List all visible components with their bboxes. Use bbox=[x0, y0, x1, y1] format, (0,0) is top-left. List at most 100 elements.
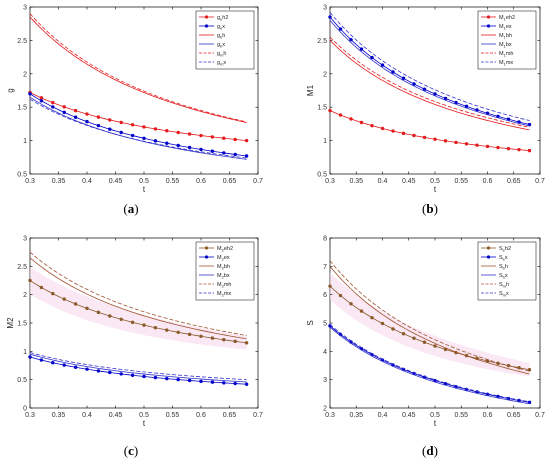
data-point bbox=[244, 382, 249, 386]
legend-label: M1bh bbox=[499, 33, 512, 40]
x-axis-label: t bbox=[434, 419, 437, 428]
data-point bbox=[506, 146, 511, 151]
data-point bbox=[443, 96, 448, 101]
data-point bbox=[153, 127, 158, 131]
legend-label: gmx bbox=[217, 60, 226, 67]
y-tick-label: 2 bbox=[23, 292, 27, 299]
x-tick-label: 0.7 bbox=[535, 178, 545, 185]
data-point bbox=[349, 37, 353, 42]
y-tick-label: 5 bbox=[323, 321, 327, 328]
data-point bbox=[142, 136, 146, 141]
y-tick-label: 8 bbox=[323, 236, 327, 243]
data-point bbox=[222, 136, 226, 140]
x-tick-label: 0.3 bbox=[325, 412, 335, 419]
x-tick-label: 0.3 bbox=[25, 412, 35, 419]
data-point bbox=[62, 297, 66, 301]
data-point bbox=[475, 108, 479, 112]
data-point bbox=[401, 332, 406, 336]
x-tick-label: 0.65 bbox=[223, 412, 237, 419]
x-tick-label: 0.45 bbox=[402, 178, 416, 185]
data-point bbox=[349, 117, 353, 121]
y-tick-label: 0.5 bbox=[17, 377, 27, 384]
y-tick-label: 0.5 bbox=[17, 172, 27, 179]
x-tick-label: 0.6 bbox=[196, 412, 206, 419]
series-line-m-2ex bbox=[29, 356, 247, 385]
legend-label: Sbh bbox=[499, 264, 508, 271]
legend-box bbox=[195, 10, 255, 70]
data-point bbox=[391, 70, 395, 74]
series-line-m-2eh2 bbox=[29, 280, 247, 344]
data-point bbox=[443, 139, 448, 143]
data-point bbox=[130, 123, 135, 127]
x-tick-label: 0.4 bbox=[82, 178, 92, 185]
x-tick-label: 0.55 bbox=[166, 412, 180, 419]
y-axis-label: g bbox=[6, 88, 15, 92]
legend-label: Sbx bbox=[499, 273, 508, 280]
data-point bbox=[73, 365, 78, 369]
data-point bbox=[96, 369, 101, 373]
data-point bbox=[130, 373, 135, 377]
x-tick-label: 0.45 bbox=[109, 178, 123, 185]
data-point bbox=[328, 284, 332, 288]
x-tick-label: 0.45 bbox=[109, 412, 123, 419]
legend-label: Sex bbox=[499, 255, 508, 262]
data-point bbox=[39, 285, 44, 290]
data-point bbox=[401, 131, 406, 136]
x-tick-label: 0.55 bbox=[454, 412, 468, 419]
confidence-band bbox=[330, 272, 530, 377]
data-point bbox=[338, 113, 343, 117]
series-line-m-1bx bbox=[329, 20, 530, 127]
data-point bbox=[199, 133, 203, 138]
data-point bbox=[359, 120, 364, 125]
data-point bbox=[527, 148, 532, 153]
series-line-s-mh bbox=[329, 260, 530, 372]
data-point bbox=[73, 302, 78, 306]
data-point bbox=[165, 141, 169, 145]
data-point bbox=[153, 139, 158, 143]
legend-marker bbox=[204, 24, 209, 28]
data-point bbox=[380, 126, 385, 131]
legend-label: M2eh2 bbox=[217, 246, 233, 253]
y-tick-label: 4 bbox=[323, 349, 327, 356]
data-point bbox=[51, 100, 55, 105]
data-point bbox=[359, 309, 364, 313]
y-tick-label: 6 bbox=[323, 292, 327, 299]
series-line-s-bh bbox=[329, 266, 530, 375]
legend-label: M2bx bbox=[217, 273, 230, 280]
data-point bbox=[370, 55, 374, 60]
x-tick-label: 0.6 bbox=[483, 412, 493, 419]
data-point bbox=[165, 129, 169, 133]
data-point bbox=[187, 145, 192, 150]
data-point bbox=[527, 400, 532, 405]
legend-label: gbx bbox=[217, 42, 225, 49]
data-point bbox=[328, 108, 332, 113]
panel-a: 0.3 0.35 0.4 0.45 0.5 0.55 0.6 0.65 0.7 0.5 1 1.5 2 2… bbox=[6, 5, 263, 217]
data-point bbox=[96, 123, 101, 128]
data-point bbox=[51, 291, 55, 296]
x-tick-label: 0.45 bbox=[402, 412, 416, 419]
data-point bbox=[153, 325, 158, 330]
data-point bbox=[96, 115, 101, 119]
legend: geh2 gex gbh gbx gmh gmx bbox=[195, 10, 255, 70]
data-point bbox=[370, 315, 374, 320]
data-point bbox=[222, 151, 226, 155]
data-point bbox=[85, 306, 89, 311]
data-point bbox=[62, 110, 66, 115]
data-point bbox=[338, 293, 343, 298]
x-tick-label: 0.65 bbox=[507, 178, 521, 185]
data-point bbox=[391, 129, 395, 133]
data-point bbox=[422, 135, 427, 140]
y-tick-label: 1.5 bbox=[17, 105, 27, 112]
data-point bbox=[85, 112, 89, 116]
data-point bbox=[233, 152, 237, 157]
legend-label: M2mh bbox=[217, 282, 231, 289]
series-line-m-1eh2 bbox=[329, 110, 530, 152]
data-point bbox=[199, 379, 203, 384]
data-point bbox=[233, 381, 237, 386]
y-tick-label: 1 bbox=[23, 349, 27, 356]
data-point bbox=[108, 118, 112, 122]
data-point bbox=[199, 334, 203, 338]
legend-label: M2bh bbox=[217, 264, 230, 271]
data-point bbox=[199, 147, 203, 152]
legend-label: M1mh bbox=[499, 51, 513, 58]
